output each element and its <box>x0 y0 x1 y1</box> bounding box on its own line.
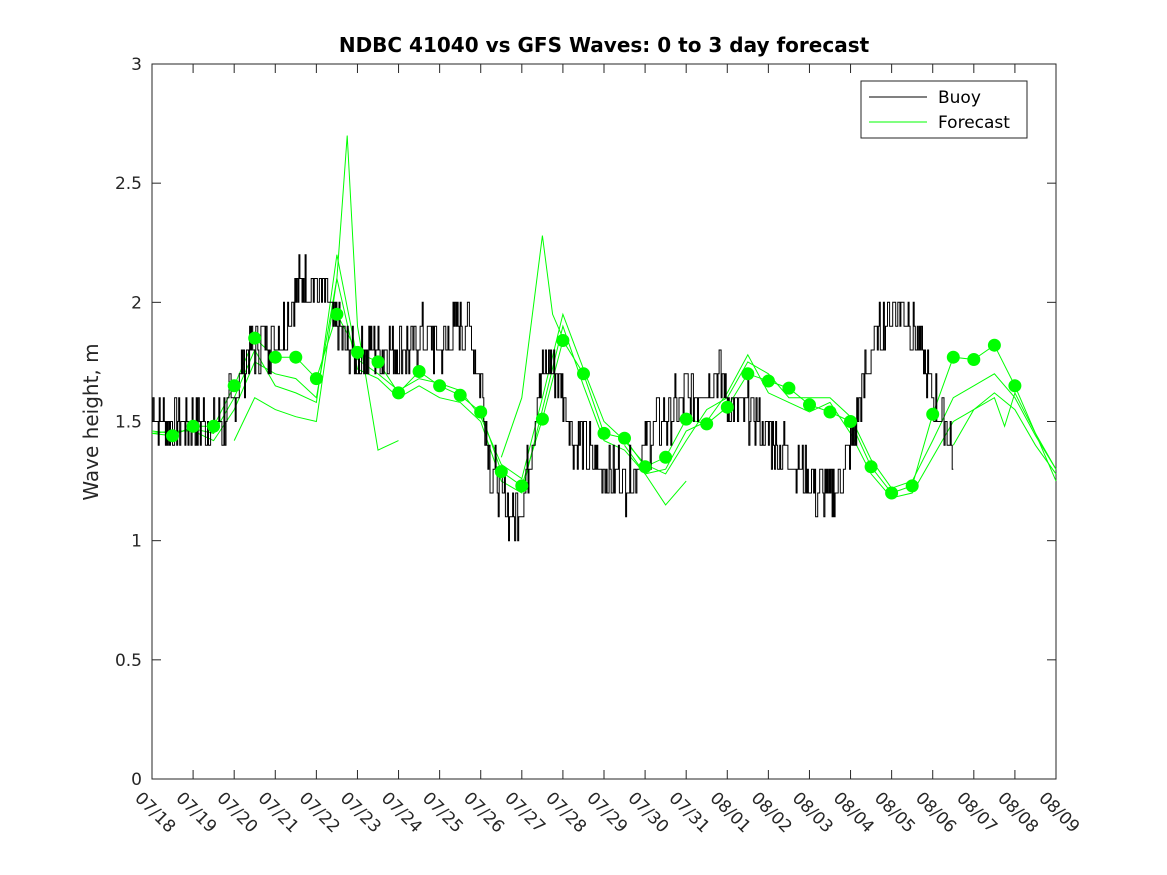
forecast-marker-13 <box>433 379 447 393</box>
forecast-marker-15 <box>474 405 488 419</box>
forecast-marker-8 <box>330 307 344 321</box>
y-axis-label: Wave height, m <box>79 343 103 500</box>
forecast-marker-14 <box>453 388 467 402</box>
legend: Buoy Forecast <box>860 80 1028 139</box>
y-tick-label: 0 <box>131 770 142 790</box>
y-tick-label: 2.5 <box>115 174 142 194</box>
forecast-marker-21 <box>597 426 611 440</box>
forecast-marker-35 <box>885 486 899 500</box>
forecast-marker-9 <box>351 345 364 359</box>
forecast-marker-3 <box>227 379 241 393</box>
forecast-marker-36 <box>905 479 919 493</box>
y-axis-ticks: 0 0.5 1 1.5 2 2.5 3 <box>115 55 1056 790</box>
forecast-marker-40 <box>987 338 1001 352</box>
forecast-marker-25 <box>679 412 693 426</box>
forecast-marker-29 <box>761 374 775 388</box>
y-tick-label: 1 <box>131 532 142 552</box>
y-tick-label: 2 <box>131 293 142 313</box>
forecast-marker-22 <box>618 431 631 445</box>
forecast-marker-11 <box>392 386 405 400</box>
forecast-run-line-3 <box>233 135 399 451</box>
forecast-marker-7 <box>309 372 323 386</box>
legend-label-buoy: Buoy <box>938 88 981 108</box>
forecast-marker-12 <box>412 365 426 378</box>
forecast-marker-18 <box>535 412 549 426</box>
y-tick-label: 0.5 <box>115 651 142 671</box>
forecast-marker-28 <box>741 367 755 381</box>
buoy-line <box>152 254 954 542</box>
forecast-marker-31 <box>803 398 816 412</box>
forecast-marker-5 <box>268 350 282 364</box>
forecast-marker-23 <box>638 460 652 474</box>
buoy-line-group <box>152 254 954 542</box>
forecast-marker-0 <box>166 429 179 443</box>
y-tick-label: 1.5 <box>115 413 142 433</box>
legend-label-forecast: Forecast <box>938 113 1010 133</box>
forecast-marker-41 <box>1008 379 1022 393</box>
forecast-marker-24 <box>659 450 673 464</box>
forecast-run-line-6 <box>952 391 1057 482</box>
forecast-run-line-1 <box>151 278 1057 499</box>
forecast-marker-37 <box>926 407 940 421</box>
forecast-run-line-4 <box>500 235 564 458</box>
forecast-marker-16 <box>494 465 508 479</box>
forecast-marker-34 <box>864 460 878 474</box>
forecast-markers <box>166 307 1022 500</box>
forecast-marker-19 <box>556 334 570 347</box>
forecast-marker-6 <box>289 350 303 364</box>
forecast-marker-1 <box>186 419 200 433</box>
forecast-marker-10 <box>371 355 385 369</box>
forecast-marker-17 <box>515 479 529 493</box>
forecast-marker-20 <box>577 367 590 381</box>
forecast-marker-27 <box>720 400 734 414</box>
y-tick-label: 3 <box>131 55 142 75</box>
forecast-marker-32 <box>823 405 837 419</box>
chart-title: NDBC 41040 vs GFS Waves: 0 to 3 day fore… <box>339 33 870 57</box>
forecast-marker-26 <box>700 417 714 431</box>
forecast-run-line-2 <box>151 254 1057 489</box>
forecast-run-line-5 <box>624 445 687 506</box>
forecast-marker-4 <box>248 331 262 345</box>
legend-box <box>860 80 1028 139</box>
forecast-marker-33 <box>844 415 857 428</box>
forecast-marker-30 <box>782 381 796 395</box>
forecast-marker-2 <box>207 419 221 433</box>
forecast-marker-39 <box>967 353 981 366</box>
forecast-marker-38 <box>946 350 960 364</box>
